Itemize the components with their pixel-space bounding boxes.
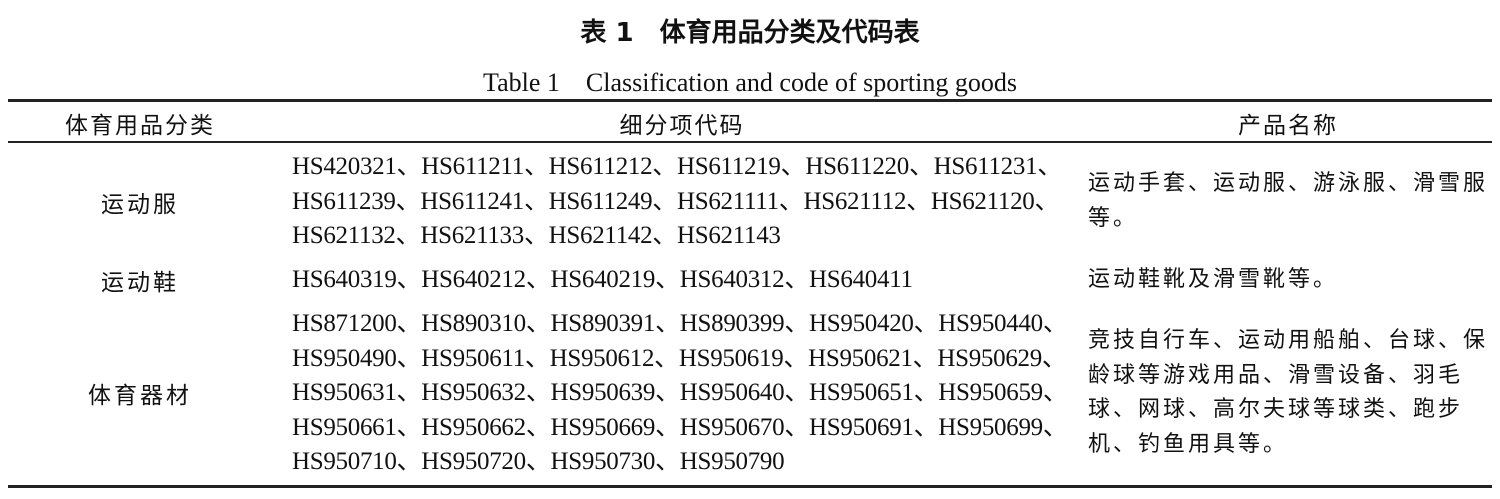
header-category: 体育用品分类 — [65, 113, 215, 139]
products-line: 等。 — [1088, 205, 1139, 231]
codes-line: HS950490、HS950611、HS950612、HS950619、HS95… — [292, 344, 1067, 372]
header-products: 产品名称 — [1238, 113, 1338, 139]
codes-line: HS871200、HS890310、HS890391、HS890399、HS95… — [292, 310, 1068, 337]
products-cell: 运动鞋靴及滑雪靴等。 — [1088, 263, 1488, 298]
codes-line: HS950710、HS950720、HS950730、HS950790 — [292, 448, 785, 475]
products-line: 运动鞋靴及滑雪靴等。 — [1088, 267, 1339, 292]
top-rule — [8, 99, 1492, 102]
header-codes: 细分项代码 — [619, 113, 745, 139]
codes-line: HS621132、HS621133、HS621142、HS621143 — [292, 222, 781, 249]
header-rule — [8, 141, 1492, 143]
codes-line: HS611239、HS611241、HS611249、HS621111、HS62… — [292, 187, 1060, 215]
category-cell: 运动鞋 — [101, 270, 179, 296]
table-title: 表 1 体育用品分类及代码表 — [580, 18, 920, 48]
products-cell: 运动手套、运动服、游泳服、滑雪服 等。 — [1088, 167, 1488, 236]
category-cell: 体育器材 — [88, 383, 192, 409]
codes-cell: HS640319、HS640212、HS640219、HS640312、HS64… — [292, 263, 1072, 298]
products-line: 球、网球、高尔夫球等球类、跑步 — [1088, 397, 1464, 422]
products-line: 运动手套、运动服、游泳服、滑雪服 — [1088, 171, 1489, 196]
codes-line: HS950631、HS950632、HS950639、HS950640、HS95… — [292, 379, 1068, 406]
products-line: 龄球等游戏用品、滑雪设备、羽毛 — [1088, 362, 1464, 388]
bottom-rule — [8, 485, 1492, 488]
codes-cell: HS420321、HS611211、HS611212、HS611219、HS61… — [292, 150, 1072, 254]
codes-cell: HS871200、HS890310、HS890391、HS890399、HS95… — [292, 307, 1072, 480]
codes-line: HS950661、HS950662、HS950669、HS950670、HS95… — [292, 413, 1068, 441]
codes-line: HS420321、HS611211、HS611212、HS611219、HS61… — [292, 153, 1062, 180]
table-subtitle: Table 1 Classification and code of sport… — [483, 68, 1017, 97]
products-line: 机、钓鱼用具等。 — [1088, 431, 1289, 457]
products-cell: 竞技自行车、运动用船舶、台球、保 龄球等游戏用品、滑雪设备、羽毛 球、网球、高尔夫球… — [1088, 324, 1488, 462]
products-line: 竞技自行车、运动用船舶、台球、保 — [1088, 328, 1489, 353]
codes-line: HS640319、HS640212、HS640219、HS640312、HS64… — [292, 266, 913, 293]
category-cell: 运动服 — [101, 192, 179, 218]
